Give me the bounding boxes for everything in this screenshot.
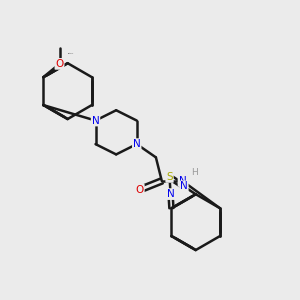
Text: S: S: [166, 172, 173, 182]
Text: N: N: [180, 182, 188, 191]
Text: O: O: [56, 59, 64, 69]
Text: H: H: [191, 168, 197, 177]
Text: N: N: [167, 189, 174, 199]
Text: N: N: [133, 139, 141, 149]
Text: O: O: [136, 185, 144, 195]
Text: N: N: [178, 176, 186, 186]
Text: N: N: [92, 116, 99, 126]
Text: methoxy: methoxy: [68, 53, 74, 54]
